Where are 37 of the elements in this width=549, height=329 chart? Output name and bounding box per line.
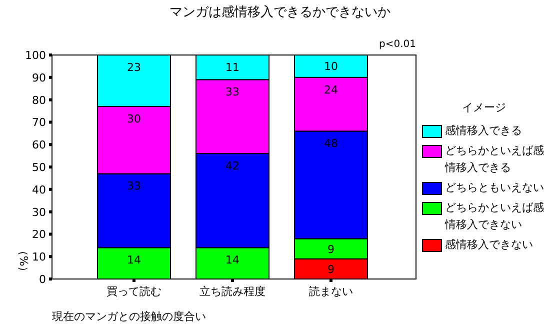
xtick: 立ち読み程度 xyxy=(200,285,266,298)
ytick: 30 xyxy=(32,206,46,219)
data-label: 14 xyxy=(226,254,240,267)
ytick: 50 xyxy=(32,161,46,174)
data-label: 14 xyxy=(127,254,141,267)
annotation: p<0.01 xyxy=(379,39,416,50)
legend-title: イメージ xyxy=(462,100,507,115)
data-label: 33 xyxy=(226,86,240,99)
xtick: 読まない xyxy=(309,285,353,298)
data-label: 10 xyxy=(324,60,338,74)
ytick: 70 xyxy=(32,116,46,130)
ytick: 0 xyxy=(39,273,46,286)
data-label: 9 xyxy=(328,242,334,256)
ylabel: （%） xyxy=(17,244,30,278)
ytick: 20 xyxy=(32,228,46,242)
title: マンガは感情移入できるかできないか xyxy=(170,5,390,20)
data-label: 48 xyxy=(324,137,338,150)
data-label: 33 xyxy=(127,180,141,193)
legend-label: どちらともいえない xyxy=(445,180,545,196)
xlabel: 現在のマンガとの接触の度合い xyxy=(52,310,206,323)
data-label: 11 xyxy=(226,61,240,74)
data-label: 24 xyxy=(324,83,338,96)
data-label: 30 xyxy=(127,112,141,126)
ytick: 60 xyxy=(32,138,46,152)
legend-label: どちらかといえば感情移入できない xyxy=(445,200,545,233)
legend-label: どちらかといえば感情移入できる xyxy=(445,143,545,176)
xtick: 買って読む xyxy=(106,285,162,298)
legend-label: 感情移入できる xyxy=(445,123,523,139)
ytick: 90 xyxy=(32,71,46,84)
ytick: 80 xyxy=(32,94,46,107)
ytick: 40 xyxy=(32,183,46,196)
data-label: 23 xyxy=(127,61,141,74)
ytick: 10 xyxy=(32,250,46,264)
data-label: 42 xyxy=(226,160,240,173)
ytick: 100 xyxy=(25,49,46,62)
legend-label: 感情移入できない xyxy=(445,237,534,253)
data-label: 9 xyxy=(328,262,334,276)
